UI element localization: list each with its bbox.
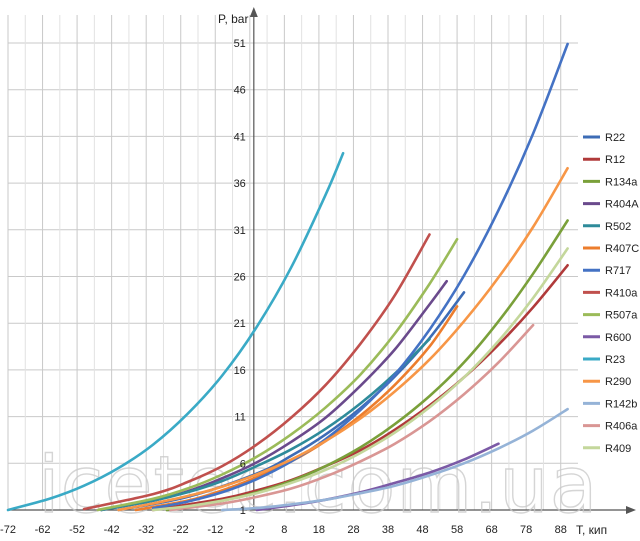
series-line-r290 — [117, 166, 569, 512]
x-tick-label: -62 — [35, 524, 51, 536]
legend-label: R600 — [605, 332, 631, 344]
axes — [8, 7, 636, 514]
x-axis-arrow — [626, 506, 636, 514]
x-tick-label: 48 — [416, 524, 428, 536]
x-tick-label: 58 — [451, 524, 463, 536]
legend-label: R507a — [605, 310, 638, 322]
series-line-r502 — [100, 337, 431, 512]
x-tick-label: 88 — [555, 524, 567, 536]
legend-label: R22 — [605, 132, 625, 144]
legend-label: R12 — [605, 154, 625, 166]
x-tick-label: -22 — [173, 524, 189, 536]
y-tick-label: 6 — [240, 458, 246, 470]
x-tick-label: -72 — [0, 524, 16, 536]
x-axis-label: T, кип — [576, 523, 607, 537]
x-tick-label: -32 — [138, 524, 154, 536]
y-tick-label: 46 — [234, 85, 246, 97]
x-tick-label: 78 — [520, 524, 532, 536]
series-line-r406a — [169, 323, 535, 512]
legend-label: R409 — [605, 443, 631, 455]
series-line-r507a — [96, 237, 459, 512]
x-tick-label: 28 — [347, 524, 359, 536]
series-line-r23 — [6, 151, 345, 512]
legend-label: R142b — [605, 398, 637, 410]
y-tick-label: 1 — [240, 505, 246, 517]
y-tick-label: 16 — [234, 365, 246, 377]
watermark: icetec.com.ua — [38, 441, 598, 531]
x-tick-label: -2 — [245, 524, 255, 536]
legend: R22 R12 R134a R404A R502 R407C R717 R410a R507a R… — [583, 132, 639, 455]
legend-label: R717 — [605, 265, 631, 277]
tick-labels: -72 -62 -52 -42 -32 -22 -12 -2 8 18 28 38 48 58 68 78 88… — [0, 38, 567, 536]
y-tick-label: 31 — [234, 225, 246, 237]
series-line-r142b — [220, 407, 569, 512]
series-line-r410a — [82, 233, 431, 511]
series-line-r12 — [151, 264, 569, 512]
y-tick-label: 41 — [234, 131, 246, 143]
x-tick-label: -42 — [104, 524, 120, 536]
legend-label: R406a — [605, 421, 638, 433]
x-tick-label: 38 — [382, 524, 394, 536]
series-line-r409 — [151, 247, 569, 512]
x-tick-label: -12 — [207, 524, 223, 536]
y-axis-arrow — [249, 7, 258, 17]
y-tick-label: 36 — [234, 178, 246, 190]
legend-label: R404A — [605, 199, 639, 211]
legend-label: R407C — [605, 243, 639, 255]
series-lines — [6, 42, 569, 512]
legend-label: R290 — [605, 376, 631, 388]
x-tick-label: 18 — [313, 524, 325, 536]
x-tick-label: -52 — [69, 524, 85, 536]
x-tick-label: 8 — [281, 524, 287, 536]
series-line-r717 — [151, 42, 569, 510]
y-axis-label: P, bar — [218, 12, 248, 26]
legend-label: R134a — [605, 176, 638, 188]
legend-label: R23 — [605, 354, 625, 366]
legend-label: R410a — [605, 287, 638, 299]
legend-label: R502 — [605, 221, 631, 233]
x-tick-label: 68 — [486, 524, 498, 536]
y-tick-label: 51 — [234, 38, 246, 50]
y-tick-label: 11 — [234, 412, 245, 424]
y-tick-label: 21 — [234, 318, 246, 330]
y-tick-label: 26 — [234, 272, 246, 284]
